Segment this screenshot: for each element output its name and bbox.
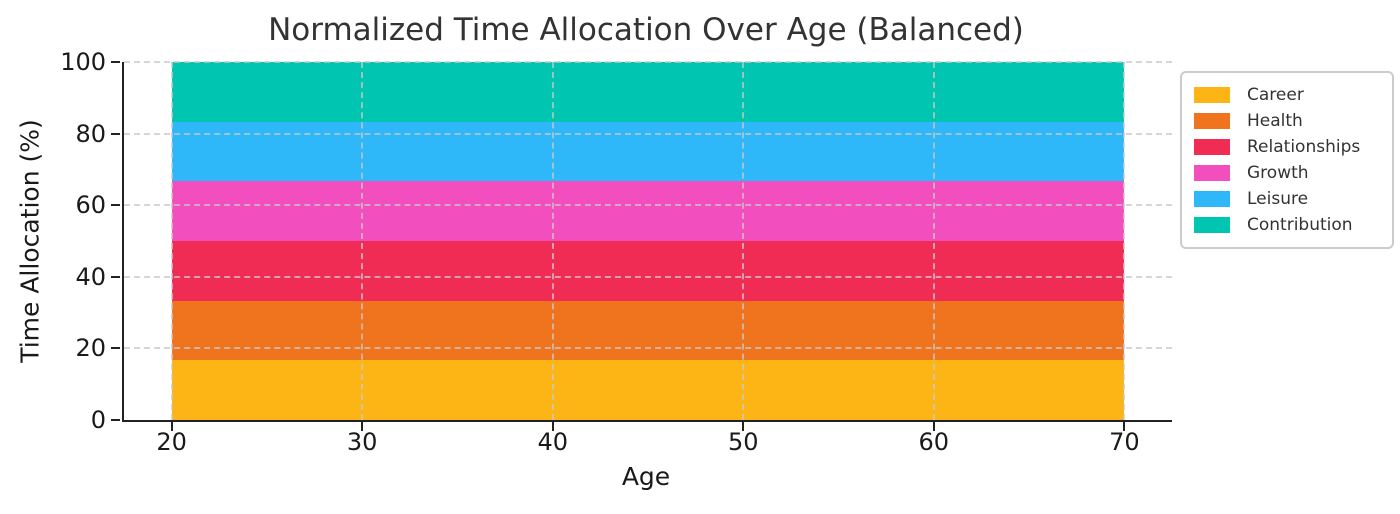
- v-gridline: [742, 62, 745, 420]
- chart-title: Normalized Time Allocation Over Age (Bal…: [268, 12, 1024, 48]
- x-tick: [551, 422, 554, 431]
- x-tick-label: 20: [156, 428, 187, 456]
- area-band-leisure: [171, 121, 1125, 182]
- legend-label: Growth: [1247, 163, 1309, 183]
- x-tick: [742, 422, 745, 431]
- legend-item-growth: Growth: [1194, 160, 1380, 186]
- y-tick: [111, 61, 120, 63]
- x-tick: [932, 422, 935, 431]
- v-gridline: [1123, 62, 1126, 420]
- x-tick: [170, 422, 173, 431]
- v-gridline: [551, 62, 554, 420]
- legend-item-contribution: Contribution: [1194, 212, 1380, 238]
- v-gridline: [932, 62, 935, 420]
- h-gridline: [124, 204, 1172, 207]
- legend-swatch: [1194, 191, 1230, 207]
- legend-swatch: [1194, 113, 1230, 129]
- area-band-career: [171, 360, 1125, 420]
- legend-swatch: [1194, 87, 1230, 103]
- stacked-area: [171, 62, 1125, 420]
- v-gridline: [361, 62, 364, 420]
- x-tick-label: 60: [918, 428, 950, 456]
- y-tick: [111, 275, 120, 278]
- y-tick: [111, 347, 120, 350]
- v-gridline: [170, 62, 173, 420]
- legend-label: Relationships: [1247, 137, 1361, 157]
- y-tick-label: 0: [90, 406, 106, 434]
- y-tick-label: 20: [75, 334, 106, 363]
- y-tick: [111, 204, 120, 207]
- y-tick-label: 60: [75, 191, 106, 220]
- y-tick: [111, 132, 120, 135]
- area-band-relationships: [171, 241, 1125, 301]
- y-tick-label: 80: [75, 119, 106, 148]
- legend-swatch: [1194, 165, 1230, 181]
- legend-label: Career: [1247, 85, 1304, 105]
- legend-item-career: Career: [1194, 82, 1380, 108]
- x-tick: [361, 422, 364, 431]
- area-band-growth: [171, 181, 1125, 241]
- x-tick-label: 40: [537, 428, 568, 456]
- legend-label: Leisure: [1247, 189, 1309, 209]
- h-gridline: [124, 347, 1172, 350]
- h-gridline: [124, 275, 1172, 278]
- area-band-health: [171, 300, 1125, 361]
- y-tick: [111, 419, 120, 421]
- x-axis-label: Age: [621, 462, 671, 491]
- legend: Career Health Relationships Growth Leisure Co…: [1180, 71, 1394, 249]
- y-axis-label: Time Allocation (%): [15, 119, 45, 363]
- x-tick-label: 70: [1109, 428, 1140, 456]
- x-tick: [1123, 422, 1126, 431]
- legend-item-relationships: Relationships: [1194, 134, 1380, 160]
- legend-swatch: [1194, 217, 1230, 233]
- h-gridline: [124, 61, 1172, 63]
- x-tick-label: 50: [727, 428, 759, 456]
- x-tick-label: 30: [346, 428, 378, 456]
- area-band-contribution: [171, 62, 1125, 122]
- legend-item-leisure: Leisure: [1194, 186, 1380, 212]
- y-tick-label: 100: [60, 48, 106, 76]
- legend-swatch: [1194, 139, 1230, 155]
- plot-area: 20 30 40 50 60 70 0 20 40 60 80 100: [60, 48, 1172, 456]
- h-gridline: [124, 132, 1172, 135]
- y-tick-label: 40: [75, 262, 106, 291]
- legend-label: Health: [1247, 111, 1303, 131]
- legend-item-health: Health: [1194, 108, 1380, 134]
- legend-label: Contribution: [1247, 215, 1353, 235]
